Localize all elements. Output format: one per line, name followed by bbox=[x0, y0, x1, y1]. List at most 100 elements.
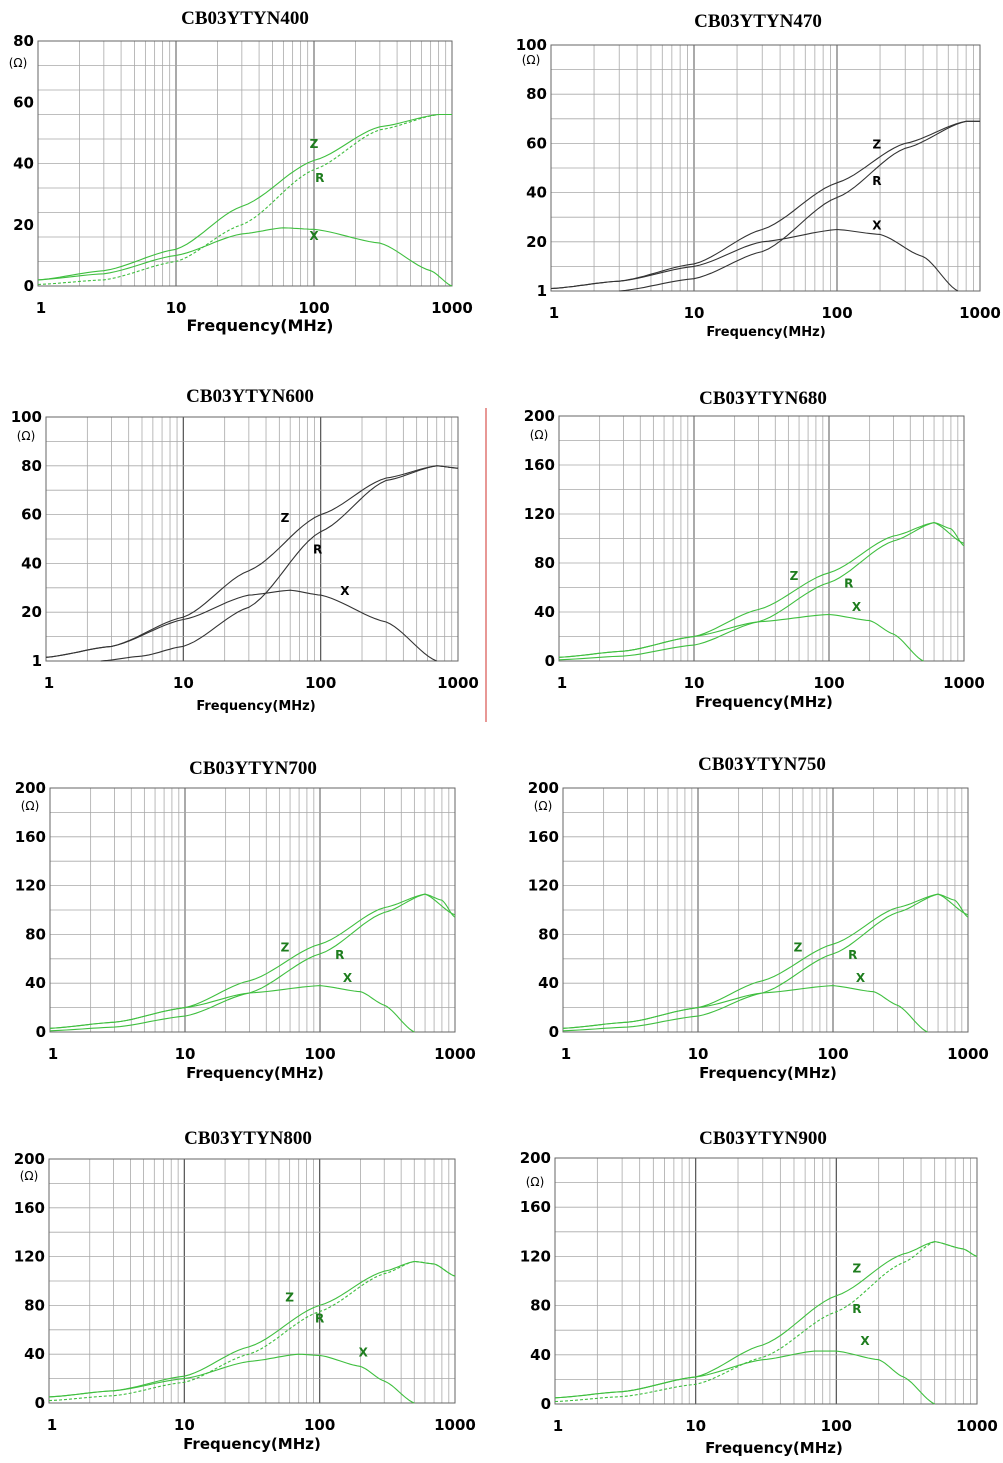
y-tick-label: 60 bbox=[526, 134, 547, 152]
y-tick-label: 160 bbox=[14, 1199, 45, 1217]
y-tick-label: 200 bbox=[15, 779, 46, 797]
y-tick-label: 40 bbox=[534, 603, 555, 621]
plot-frame bbox=[558, 415, 965, 662]
series-X-line bbox=[48, 1353, 415, 1404]
series-R-line bbox=[48, 1260, 456, 1402]
chart-grid bbox=[49, 787, 456, 1033]
series-R-label: R bbox=[335, 948, 344, 962]
y-tick-label: 40 bbox=[526, 184, 547, 202]
y-tick-label: 60 bbox=[13, 93, 34, 111]
y-tick-label: 120 bbox=[14, 1248, 45, 1266]
series-X-line bbox=[550, 228, 959, 292]
y-tick-label: 80 bbox=[13, 32, 34, 50]
x-tick-label: 100 bbox=[813, 674, 844, 692]
x-tick-label: 10 bbox=[684, 304, 705, 322]
series-X-line bbox=[554, 1350, 935, 1405]
series-R-line bbox=[554, 1241, 978, 1403]
x-tick-label: 1 bbox=[44, 674, 54, 692]
chart-grid bbox=[37, 40, 453, 287]
x-tick-label: 1000 bbox=[947, 1045, 989, 1063]
series-R-label: R bbox=[848, 948, 857, 962]
chart-title: CB03YTYN800 bbox=[184, 1128, 312, 1149]
x-tick-label: 100 bbox=[298, 299, 329, 317]
chart-title: CB03YTYN470 bbox=[694, 11, 822, 32]
x-tick-label: 1 bbox=[549, 304, 559, 322]
series-Z-line bbox=[554, 1241, 978, 1399]
y-tick-label: 0 bbox=[24, 277, 34, 295]
y-tick-label: 0 bbox=[549, 1023, 559, 1041]
y-tick-label: 40 bbox=[24, 1345, 45, 1363]
series-Z-line bbox=[550, 120, 980, 290]
chart-2: CB03YTYN600 1 20 40 60 80 100 (Ω) 1 10 100 1000 Freq… bbox=[11, 386, 479, 714]
y-tick-label: 120 bbox=[524, 505, 555, 523]
x-tick-label: 1000 bbox=[434, 1045, 476, 1063]
series-X-label: X bbox=[852, 600, 862, 614]
plot-frame bbox=[550, 44, 981, 292]
x-axis-label: Frequency(MHz) bbox=[187, 316, 334, 335]
x-axis-label: Frequency(MHz) bbox=[706, 325, 825, 340]
y-unit-label: (Ω) bbox=[534, 799, 553, 813]
y-tick-label: 80 bbox=[25, 925, 46, 943]
plot-frame bbox=[37, 40, 453, 287]
plot-frame bbox=[562, 787, 969, 1033]
y-tick-label: 100 bbox=[516, 36, 547, 54]
y-tick-label: 100 bbox=[11, 408, 42, 426]
chart-5: CB03YTYN750 0 40 80 120 160 200 (Ω) 1 10 100 1000 Fr… bbox=[528, 754, 989, 1082]
series-Z-label: Z bbox=[281, 940, 290, 954]
series-X-line bbox=[37, 227, 453, 287]
x-tick-label: 10 bbox=[175, 1045, 196, 1063]
y-unit-label: (Ω) bbox=[20, 1169, 39, 1183]
series-R-line bbox=[49, 893, 456, 1032]
x-axis-label: Frequency(MHz) bbox=[196, 699, 315, 714]
y-tick-label: 120 bbox=[15, 877, 46, 895]
x-tick-label: 1 bbox=[48, 1045, 58, 1063]
series-X-line bbox=[49, 985, 415, 1033]
y-tick-label: 80 bbox=[24, 1296, 45, 1314]
series-Z-label: Z bbox=[790, 569, 799, 583]
y-tick-label: 80 bbox=[534, 554, 555, 572]
x-tick-label: 100 bbox=[305, 674, 336, 692]
series-R-label: R bbox=[313, 543, 322, 557]
series-X-label: X bbox=[872, 219, 882, 233]
y-unit-label: (Ω) bbox=[522, 53, 541, 67]
series-Z-label: Z bbox=[853, 1261, 862, 1275]
x-tick-label: 1000 bbox=[959, 304, 1001, 322]
series-Z-line bbox=[558, 522, 965, 658]
x-tick-label: 1 bbox=[36, 299, 46, 317]
chart-grid bbox=[45, 416, 459, 662]
plot-frame bbox=[45, 416, 459, 662]
chart-title: CB03YTYN900 bbox=[699, 1128, 827, 1149]
x-tick-label: 10 bbox=[173, 674, 194, 692]
y-tick-label: 200 bbox=[528, 779, 559, 797]
x-axis-label: Frequency(MHz) bbox=[705, 1439, 843, 1457]
x-tick-label: 1000 bbox=[434, 1416, 476, 1434]
series-R-line bbox=[100, 465, 459, 662]
series-R-label: R bbox=[852, 1302, 861, 1316]
x-tick-label: 100 bbox=[821, 304, 852, 322]
series-X-label: X bbox=[860, 1334, 870, 1348]
x-tick-label: 10 bbox=[685, 1417, 706, 1435]
chart-7: CB03YTYN900 0 40 80 120 160 200 (Ω) 1 10 100 1000 Fr… bbox=[520, 1128, 998, 1457]
series-Z-label: Z bbox=[285, 1291, 294, 1305]
y-tick-label: 120 bbox=[520, 1247, 551, 1265]
series-Z-label: Z bbox=[794, 940, 803, 954]
x-tick-label: 100 bbox=[304, 1416, 335, 1434]
x-tick-label: 1000 bbox=[943, 674, 985, 692]
series-Z-label: Z bbox=[873, 137, 882, 151]
y-tick-label: 80 bbox=[538, 925, 559, 943]
y-tick-label: 1 bbox=[537, 282, 547, 300]
plot-frame bbox=[48, 1158, 456, 1404]
x-tick-label: 1 bbox=[557, 674, 567, 692]
series-R-line bbox=[562, 893, 969, 1032]
plot-frame bbox=[554, 1157, 978, 1405]
series-R-label: R bbox=[315, 171, 324, 185]
series-R-label: R bbox=[872, 174, 881, 188]
y-tick-label: 20 bbox=[13, 216, 34, 234]
y-tick-label: 200 bbox=[524, 407, 555, 425]
x-axis-label: Frequency(MHz) bbox=[186, 1064, 324, 1082]
series-Z-label: Z bbox=[310, 137, 319, 151]
y-tick-label: 80 bbox=[526, 85, 547, 103]
y-tick-label: 40 bbox=[13, 155, 34, 173]
